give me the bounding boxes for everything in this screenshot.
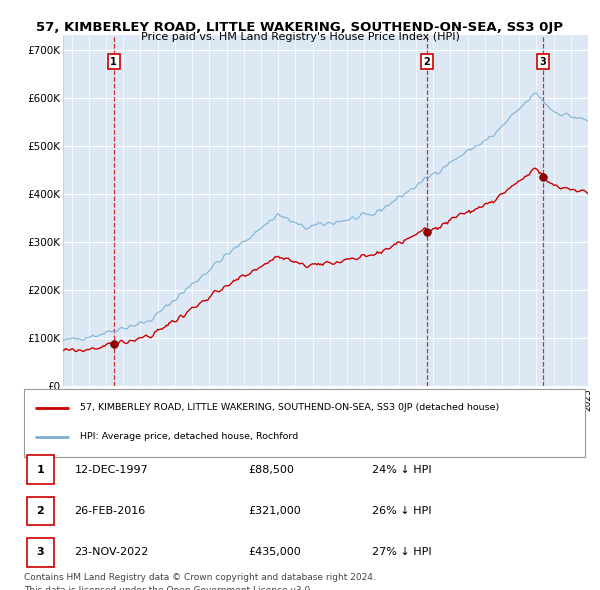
Text: 57, KIMBERLEY ROAD, LITTLE WAKERING, SOUTHEND-ON-SEA, SS3 0JP: 57, KIMBERLEY ROAD, LITTLE WAKERING, SOU…: [37, 21, 563, 34]
Text: 27% ↓ HPI: 27% ↓ HPI: [372, 548, 431, 557]
Text: 3: 3: [37, 548, 44, 557]
FancyBboxPatch shape: [24, 389, 585, 457]
FancyBboxPatch shape: [27, 497, 54, 525]
FancyBboxPatch shape: [27, 538, 54, 566]
Text: 12-DEC-1997: 12-DEC-1997: [74, 465, 148, 474]
Text: £321,000: £321,000: [248, 506, 301, 516]
Text: Contains HM Land Registry data © Crown copyright and database right 2024.
This d: Contains HM Land Registry data © Crown c…: [24, 573, 376, 590]
Text: 1: 1: [110, 57, 117, 67]
Text: 1: 1: [37, 465, 44, 474]
Text: 23-NOV-2022: 23-NOV-2022: [74, 548, 149, 557]
Text: Price paid vs. HM Land Registry's House Price Index (HPI): Price paid vs. HM Land Registry's House …: [140, 32, 460, 42]
Text: £435,000: £435,000: [248, 548, 301, 557]
Text: 57, KIMBERLEY ROAD, LITTLE WAKERING, SOUTHEND-ON-SEA, SS3 0JP (detached house): 57, KIMBERLEY ROAD, LITTLE WAKERING, SOU…: [80, 403, 499, 412]
Text: 26% ↓ HPI: 26% ↓ HPI: [372, 506, 431, 516]
Text: £88,500: £88,500: [248, 465, 294, 474]
FancyBboxPatch shape: [27, 455, 54, 484]
Text: 26-FEB-2016: 26-FEB-2016: [74, 506, 146, 516]
Text: 3: 3: [540, 57, 547, 67]
Text: 2: 2: [424, 57, 430, 67]
Text: 24% ↓ HPI: 24% ↓ HPI: [372, 465, 431, 474]
Text: 2: 2: [37, 506, 44, 516]
Text: HPI: Average price, detached house, Rochford: HPI: Average price, detached house, Roch…: [80, 432, 298, 441]
